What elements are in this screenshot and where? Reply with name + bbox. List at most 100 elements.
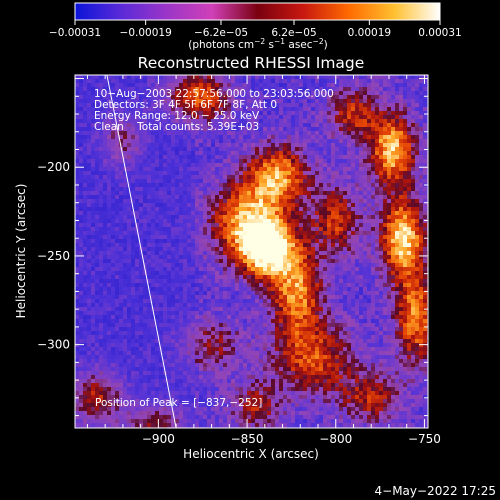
heatmap-cell [163, 203, 168, 208]
heatmap-cell [391, 267, 396, 272]
heatmap-cell [347, 147, 352, 152]
heatmap-cell [211, 255, 216, 260]
heatmap-cell [379, 203, 384, 208]
heatmap-cell [303, 227, 308, 232]
heatmap-cell [379, 271, 384, 276]
heatmap-cell [187, 87, 192, 92]
heatmap-cell [247, 79, 252, 84]
heatmap-cell [323, 191, 328, 196]
heatmap-cell [331, 203, 336, 208]
heatmap-cell [419, 255, 424, 260]
heatmap-cell [199, 175, 204, 180]
heatmap-cell [199, 235, 204, 240]
heatmap-cell [399, 103, 404, 108]
heatmap-cell [99, 247, 104, 252]
heatmap-cell [303, 231, 308, 236]
heatmap-cell [331, 263, 336, 268]
heatmap-cell [87, 219, 92, 224]
heatmap-cell [395, 295, 400, 300]
heatmap-cell [327, 255, 332, 260]
heatmap-cell [167, 203, 172, 208]
heatmap-cell [131, 239, 136, 244]
heatmap-cell [355, 231, 360, 236]
heatmap-cell [299, 131, 304, 136]
heatmap-cell [159, 83, 164, 88]
heatmap-cell [255, 111, 260, 116]
heatmap-cell [227, 287, 232, 292]
heatmap-cell [307, 287, 312, 292]
heatmap-cell [251, 223, 256, 228]
heatmap-cell [375, 155, 380, 160]
heatmap-cell [335, 135, 340, 140]
heatmap-cell [343, 83, 348, 88]
heatmap-cell [219, 267, 224, 272]
heatmap-cell [287, 199, 292, 204]
heatmap-cell [91, 111, 96, 116]
heatmap-cell [251, 231, 256, 236]
heatmap-cell [347, 207, 352, 212]
heatmap-cell [239, 219, 244, 224]
heatmap-cell [403, 211, 408, 216]
heatmap-cell [123, 227, 128, 232]
heatmap-cell [183, 211, 188, 216]
heatmap-cell [315, 107, 320, 112]
heatmap-cell [247, 139, 252, 144]
heatmap-cell [215, 163, 220, 168]
heatmap-cell [375, 123, 380, 128]
heatmap-cell [91, 119, 96, 124]
heatmap-cell [339, 279, 344, 284]
heatmap-cell [99, 259, 104, 264]
heatmap-cell [119, 95, 124, 100]
heatmap-cell [363, 171, 368, 176]
heatmap-cell [183, 115, 188, 120]
heatmap-cell [283, 135, 288, 140]
heatmap-cell [219, 103, 224, 108]
heatmap-cell [263, 147, 268, 152]
heatmap-cell [111, 99, 116, 104]
heatmap-cell [363, 191, 368, 196]
heatmap-cell [195, 191, 200, 196]
heatmap-cell [195, 287, 200, 292]
heatmap-cell [87, 195, 92, 200]
heatmap-cell [263, 103, 268, 108]
heatmap-cell [391, 131, 396, 136]
heatmap-cell [363, 151, 368, 156]
heatmap-cell [223, 91, 228, 96]
heatmap-cell [399, 227, 404, 232]
heatmap-cell [107, 219, 112, 224]
heatmap-cell [375, 255, 380, 260]
heatmap-cell [319, 115, 324, 120]
heatmap-cell [159, 147, 164, 152]
heatmap-cell [255, 75, 260, 80]
heatmap-cell [111, 291, 116, 296]
heatmap-cell [215, 275, 220, 280]
heatmap-cell [135, 207, 140, 212]
heatmap-cell [159, 243, 164, 248]
heatmap-cell [379, 159, 384, 164]
heatmap-cell [243, 171, 248, 176]
heatmap-cell [275, 291, 280, 296]
heatmap-cell [243, 199, 248, 204]
heatmap-cell [219, 99, 224, 104]
heatmap-cell [259, 203, 264, 208]
heatmap-cell [331, 123, 336, 128]
heatmap-cell [143, 191, 148, 196]
heatmap-cell [175, 223, 180, 228]
heatmap-cell [167, 255, 172, 260]
heatmap-cell [95, 187, 100, 192]
heatmap-cell [183, 243, 188, 248]
heatmap-cell [383, 99, 388, 104]
heatmap-cell [391, 259, 396, 264]
heatmap-cell [247, 255, 252, 260]
heatmap-cell [107, 251, 112, 256]
heatmap-cell [171, 279, 176, 284]
heatmap-cell [303, 251, 308, 256]
heatmap-cell [403, 235, 408, 240]
heatmap-cell [79, 239, 84, 244]
heatmap-cell [375, 163, 380, 168]
heatmap-cell [315, 163, 320, 168]
heatmap-cell [311, 143, 316, 148]
heatmap-cell [207, 279, 212, 284]
heatmap-cell [131, 195, 136, 200]
heatmap-cell [275, 87, 280, 92]
